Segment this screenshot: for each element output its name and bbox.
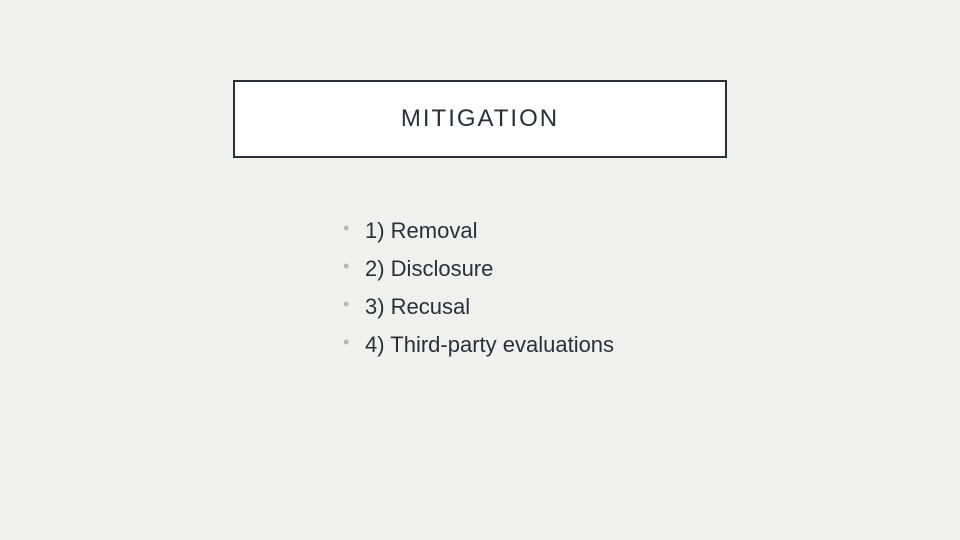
list-item: • 3) Recusal	[343, 291, 623, 323]
slide-title: MITIGATION	[401, 105, 559, 133]
bullet-text: 1) Removal	[365, 215, 477, 247]
bullet-text: 3) Recusal	[365, 291, 470, 323]
bullet-icon: •	[343, 215, 365, 241]
bullet-icon: •	[343, 253, 365, 279]
bullet-text: 2) Disclosure	[365, 253, 493, 285]
bullet-icon: •	[343, 291, 365, 317]
list-item: • 2) Disclosure	[343, 253, 623, 285]
list-item: • 1) Removal	[343, 215, 623, 247]
title-box: MITIGATION	[233, 80, 727, 158]
bullet-text: 4) Third-party evaluations	[365, 329, 614, 361]
slide: MITIGATION • 1) Removal • 2) Disclosure …	[0, 0, 960, 540]
list-item: • 4) Third-party evaluations	[343, 329, 623, 361]
bullet-list: • 1) Removal • 2) Disclosure • 3) Recusa…	[343, 215, 623, 367]
bullet-icon: •	[343, 329, 365, 355]
